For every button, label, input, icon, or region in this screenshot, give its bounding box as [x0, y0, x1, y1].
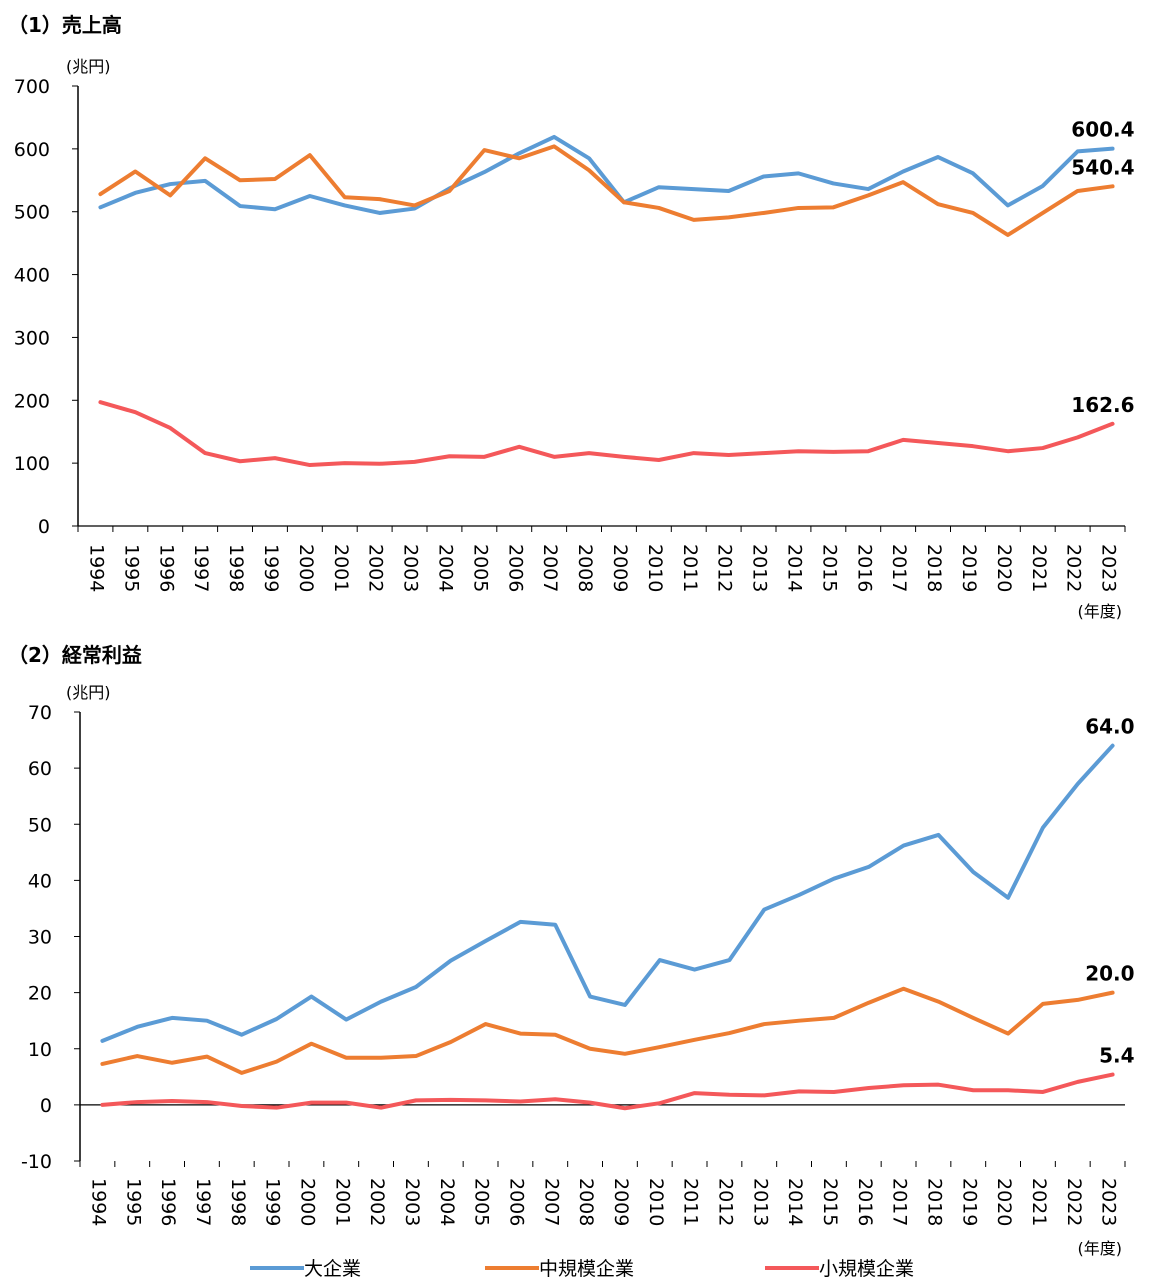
- x-tick-label: 2001: [330, 544, 352, 592]
- x-tick-label: 2022: [1063, 544, 1085, 592]
- x-tick-label: 2013: [749, 1178, 771, 1226]
- x-tick-label: 2006: [505, 1178, 527, 1226]
- end-value-label: 5.4: [1099, 1044, 1134, 1068]
- x-tick-label: 2010: [644, 544, 666, 592]
- series-line-2: [98, 400, 1115, 468]
- x-tick-label: 2007: [539, 544, 561, 592]
- x-tick-label: 2019: [958, 1178, 980, 1226]
- x-axis-unit: (年度): [1078, 602, 1123, 621]
- x-tick-label: 2019: [958, 544, 980, 592]
- x-tick-label: 2008: [575, 1178, 597, 1226]
- x-tick-label: 2005: [471, 1178, 493, 1226]
- series-line-2: [100, 1072, 1115, 1111]
- x-tick-label: 2014: [784, 1178, 806, 1226]
- x-tick-label: 1995: [120, 544, 142, 592]
- x-tick-label: 2023: [1098, 1178, 1120, 1226]
- x-tick-label: 2022: [1063, 1178, 1085, 1226]
- legend-label: 小規模企業: [819, 1258, 914, 1279]
- x-tick-label: 1996: [157, 1178, 179, 1226]
- y-tick-label: 500: [14, 202, 50, 224]
- x-tick-label: 2012: [714, 544, 736, 592]
- x-tick-label: 2002: [365, 544, 387, 592]
- x-tick-label: 2016: [854, 1178, 876, 1226]
- x-tick-label: 2020: [993, 1178, 1015, 1226]
- x-tick-label: 2000: [296, 1178, 318, 1226]
- x-tick-label: 1994: [85, 544, 107, 592]
- y-tick-label: 0: [40, 1095, 52, 1117]
- x-tick-label: 2018: [923, 1178, 945, 1226]
- y-tick-label: 40: [28, 870, 52, 892]
- y-tick-label: 100: [14, 453, 50, 475]
- x-tick-label: 2004: [434, 544, 456, 592]
- x-tick-label: 2013: [749, 544, 771, 592]
- y-tick-label: 60: [28, 758, 52, 780]
- x-tick-label: 1994: [87, 1178, 109, 1226]
- x-tick-label: 2015: [819, 1178, 841, 1226]
- y-tick-label: 50: [28, 814, 52, 836]
- y-tick-label: -10: [21, 1151, 52, 1173]
- y-tick-label: 70: [28, 702, 52, 724]
- x-tick-label: 1997: [192, 1178, 214, 1226]
- x-tick-label: 2017: [889, 1178, 911, 1226]
- x-tick-label: 2011: [679, 544, 701, 592]
- x-tick-label: 2000: [295, 544, 317, 592]
- end-value-label: 600.4: [1071, 118, 1134, 142]
- x-tick-label: 2003: [401, 1178, 423, 1226]
- x-tick-label: 2011: [680, 1178, 702, 1226]
- chart-title: （2）経常利益: [8, 643, 142, 667]
- y-tick-label: 0: [38, 516, 50, 538]
- x-tick-label: 1998: [225, 544, 247, 592]
- x-tick-label: 2009: [610, 1178, 632, 1226]
- chart-title: （1）売上高: [8, 13, 122, 37]
- x-tick-label: 2021: [1028, 1178, 1050, 1226]
- y-axis-unit: (兆円): [66, 683, 111, 702]
- x-tick-label: 2007: [540, 1178, 562, 1226]
- x-tick-label: 2014: [783, 544, 805, 592]
- x-tick-label: 2017: [888, 544, 910, 592]
- end-value-label: 162.6: [1071, 393, 1134, 417]
- series-line-0: [100, 743, 1115, 1043]
- x-tick-label: 2023: [1098, 544, 1120, 592]
- x-tick-label: 2010: [645, 1178, 667, 1226]
- x-tick-label: 1998: [227, 1178, 249, 1226]
- legend-label: 中規模企業: [539, 1258, 634, 1279]
- end-value-label: 540.4: [1071, 155, 1134, 179]
- x-tick-label: 2004: [436, 1178, 458, 1226]
- y-tick-label: 300: [14, 327, 50, 349]
- y-tick-label: 400: [14, 265, 50, 287]
- end-value-label: 64.0: [1085, 715, 1134, 739]
- x-tick-label: 2001: [331, 1178, 353, 1226]
- series-line-1: [100, 986, 1115, 1075]
- x-tick-label: 2016: [853, 544, 875, 592]
- x-axis-unit: (年度): [1078, 1239, 1123, 1258]
- y-axis-unit: (兆円): [66, 57, 111, 76]
- x-tick-label: 2012: [714, 1178, 736, 1226]
- y-tick-label: 20: [28, 983, 52, 1005]
- end-value-label: 20.0: [1085, 962, 1134, 986]
- legend-label: 大企業: [304, 1258, 361, 1279]
- x-tick-label: 2006: [504, 544, 526, 592]
- y-tick-label: 10: [28, 1039, 52, 1061]
- x-tick-label: 2021: [1028, 544, 1050, 592]
- series-line-1: [98, 144, 1115, 237]
- x-tick-label: 1999: [260, 544, 282, 592]
- x-tick-label: 2003: [400, 544, 422, 592]
- x-tick-label: 2009: [609, 544, 631, 592]
- y-tick-label: 600: [14, 139, 50, 161]
- series-line-0: [98, 134, 1115, 215]
- y-tick-label: 30: [28, 927, 52, 949]
- x-tick-label: 2015: [818, 544, 840, 592]
- x-tick-label: 2008: [574, 544, 596, 592]
- x-tick-label: 1996: [155, 544, 177, 592]
- x-tick-label: 1995: [122, 1178, 144, 1226]
- y-tick-label: 200: [14, 390, 50, 412]
- x-tick-label: 1999: [262, 1178, 284, 1226]
- x-tick-label: 1997: [190, 544, 212, 592]
- x-tick-label: 2005: [469, 544, 491, 592]
- x-tick-label: 2018: [923, 544, 945, 592]
- y-tick-label: 700: [14, 76, 50, 98]
- x-tick-label: 2002: [366, 1178, 388, 1226]
- x-tick-label: 2020: [993, 544, 1015, 592]
